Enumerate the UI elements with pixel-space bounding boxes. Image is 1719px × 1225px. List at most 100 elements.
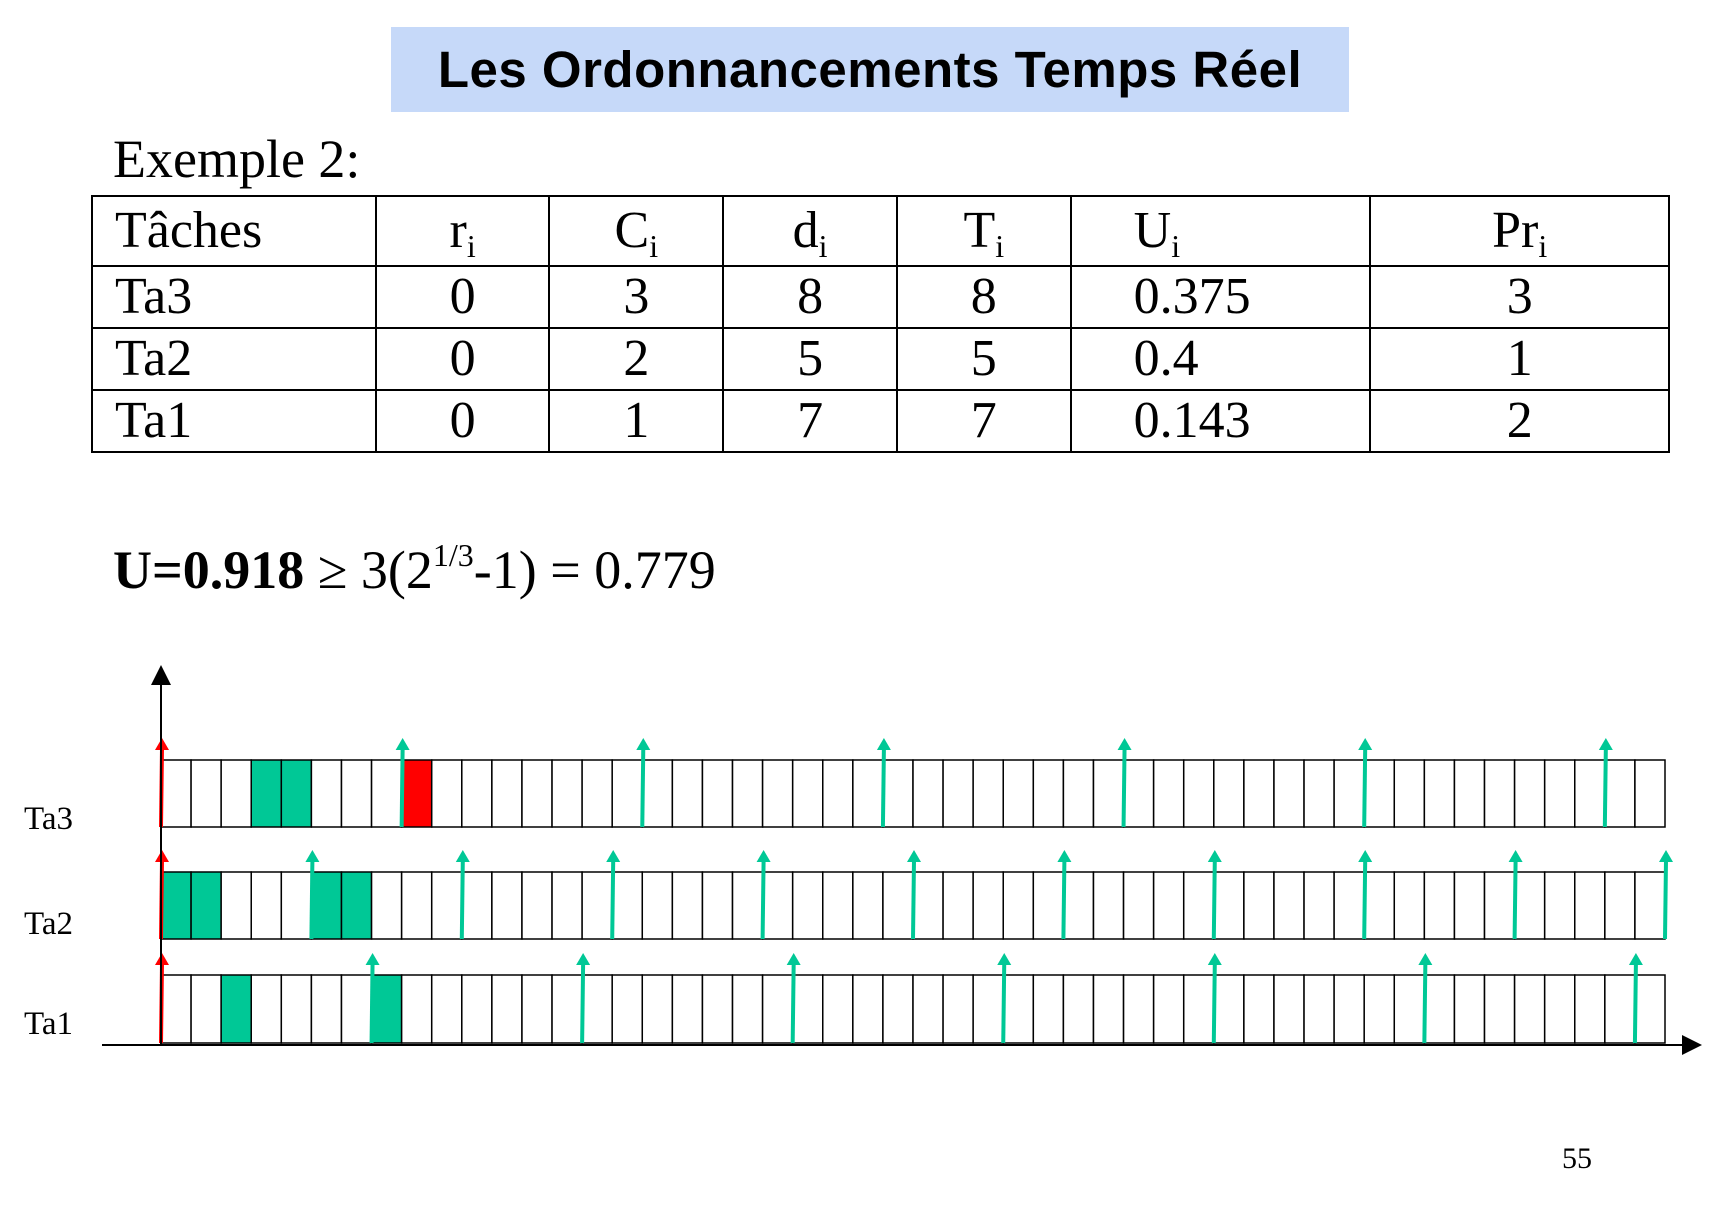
slot-ta2-28 <box>1002 871 1035 940</box>
slot-ta3-49 <box>1634 759 1666 828</box>
slide-title: Les Ordonnancements Temps Réel <box>437 41 1303 98</box>
slot-ta2-22 <box>822 871 854 940</box>
release-arrow-ta2-5 <box>305 850 320 940</box>
slot-ta1-15 <box>611 974 644 1044</box>
cell-d: 8 <box>722 265 898 329</box>
example-label: Exemple 2: <box>113 129 361 189</box>
slot-ta1-27 <box>972 974 1004 1044</box>
cell-r: 0 <box>374 327 551 391</box>
slot-ta1-48 <box>1604 974 1636 1044</box>
slot-ta2-36 <box>1243 871 1275 940</box>
slot-ta1-40 <box>1363 974 1396 1044</box>
slot-ta1-4 <box>280 974 313 1044</box>
cell-task: Ta1 <box>91 389 377 453</box>
slot-ta1-18 <box>701 974 734 1044</box>
slot-ta1-28 <box>1002 974 1035 1044</box>
slot-ta1-8 <box>400 974 433 1044</box>
cell-d: 7 <box>722 389 898 453</box>
slot-ta2-26 <box>942 871 974 940</box>
slot-ta1-46 <box>1543 974 1576 1044</box>
slot-ta1-2 <box>220 974 252 1044</box>
slot-ta2-40 <box>1363 871 1396 940</box>
slot-ta1-10 <box>461 974 493 1044</box>
release-arrow-ta2-30 <box>1057 850 1072 940</box>
slot-ta3-8 <box>400 759 433 828</box>
slot-ta3-17 <box>671 759 704 828</box>
slot-ta2-19 <box>731 871 764 940</box>
slot-ta3-24 <box>882 759 914 828</box>
slot-ta1-35 <box>1213 974 1245 1044</box>
slot-ta1-23 <box>852 974 884 1044</box>
slot-ta2-11 <box>491 871 523 940</box>
slot-ta2-18 <box>701 871 734 940</box>
release-arrow-ta2-20 <box>756 850 771 940</box>
col-header-r: ri <box>374 195 551 267</box>
slot-ta2-31 <box>1092 871 1125 940</box>
slot-ta3-22 <box>822 759 854 828</box>
slot-ta3-41 <box>1393 759 1426 828</box>
slot-ta1-7 <box>370 974 403 1044</box>
slot-ta2-32 <box>1122 871 1155 940</box>
slot-ta2-4 <box>280 871 313 940</box>
slot-ta3-31 <box>1092 759 1125 828</box>
slot-ta2-44 <box>1483 871 1516 940</box>
slot-ta2-42 <box>1423 871 1456 940</box>
slot-ta3-23 <box>852 759 884 828</box>
slot-ta1-6 <box>340 974 373 1044</box>
slot-ta2-2 <box>220 871 252 940</box>
slot-ta1-41 <box>1393 974 1426 1044</box>
slot-ta3-33 <box>1152 759 1185 828</box>
slot-ta3-4 <box>280 759 313 828</box>
slot-ta3-34 <box>1182 759 1215 828</box>
slot-ta3-43 <box>1453 759 1486 828</box>
slot-ta1-31 <box>1092 974 1125 1044</box>
release-arrow-ta2-10 <box>455 850 470 940</box>
release-arrow-ta2-25 <box>907 850 921 940</box>
release-arrow-ta1-21 <box>786 953 801 1044</box>
slot-ta2-6 <box>340 871 373 940</box>
slot-ta3-3 <box>250 759 283 828</box>
cell-d: 5 <box>722 327 898 391</box>
slot-ta2-47 <box>1574 871 1606 940</box>
release-arrow-ta3-16 <box>636 738 651 828</box>
slot-ta3-14 <box>581 759 613 828</box>
slot-ta2-37 <box>1273 871 1305 940</box>
slot-ta3-36 <box>1243 759 1275 828</box>
slot-ta2-35 <box>1213 871 1245 940</box>
slot-ta1-30 <box>1062 974 1095 1044</box>
slot-ta3-1 <box>190 759 222 828</box>
slot-ta3-35 <box>1213 759 1245 828</box>
slot-ta1-26 <box>942 974 974 1044</box>
slot-ta3-16 <box>641 759 674 828</box>
formula-rest: -1) = 0.779 <box>473 540 716 600</box>
slot-ta1-22 <box>822 974 854 1044</box>
cell-r: 0 <box>374 265 551 329</box>
slot-ta3-18 <box>701 759 734 828</box>
slot-ta3-47 <box>1574 759 1606 828</box>
slot-ta1-33 <box>1152 974 1185 1044</box>
slot-ta3-30 <box>1062 759 1095 828</box>
slot-ta3-42 <box>1423 759 1456 828</box>
cell-c: 1 <box>548 389 725 453</box>
slot-ta2-27 <box>972 871 1004 940</box>
slot-ta2-20 <box>761 871 794 940</box>
task-table: Tâches ri Ci di Ti Ui Pri Ta3 0 3 8 8 0.… <box>91 195 1670 453</box>
cell-c: 3 <box>548 265 725 329</box>
cell-pr: 1 <box>1369 327 1670 391</box>
slot-ta3-11 <box>491 759 523 828</box>
slot-ta2-33 <box>1152 871 1185 940</box>
cell-pr: 3 <box>1369 265 1670 329</box>
slot-ta2-15 <box>611 871 644 940</box>
slot-ta1-21 <box>791 974 824 1044</box>
slot-ta2-30 <box>1062 871 1095 940</box>
slot-ta3-15 <box>611 759 644 828</box>
table-row: Ta1 0 1 7 7 0.143 2 <box>91 389 1670 453</box>
slot-ta1-32 <box>1122 974 1155 1044</box>
col-header-c: Ci <box>548 195 725 267</box>
slot-ta3-5 <box>310 759 343 828</box>
slot-ta3-13 <box>551 759 583 828</box>
slot-ta1-12 <box>521 974 553 1044</box>
slot-ta1-1 <box>190 974 222 1044</box>
cell-r: 0 <box>374 389 551 453</box>
slot-ta1-0 <box>160 974 192 1044</box>
